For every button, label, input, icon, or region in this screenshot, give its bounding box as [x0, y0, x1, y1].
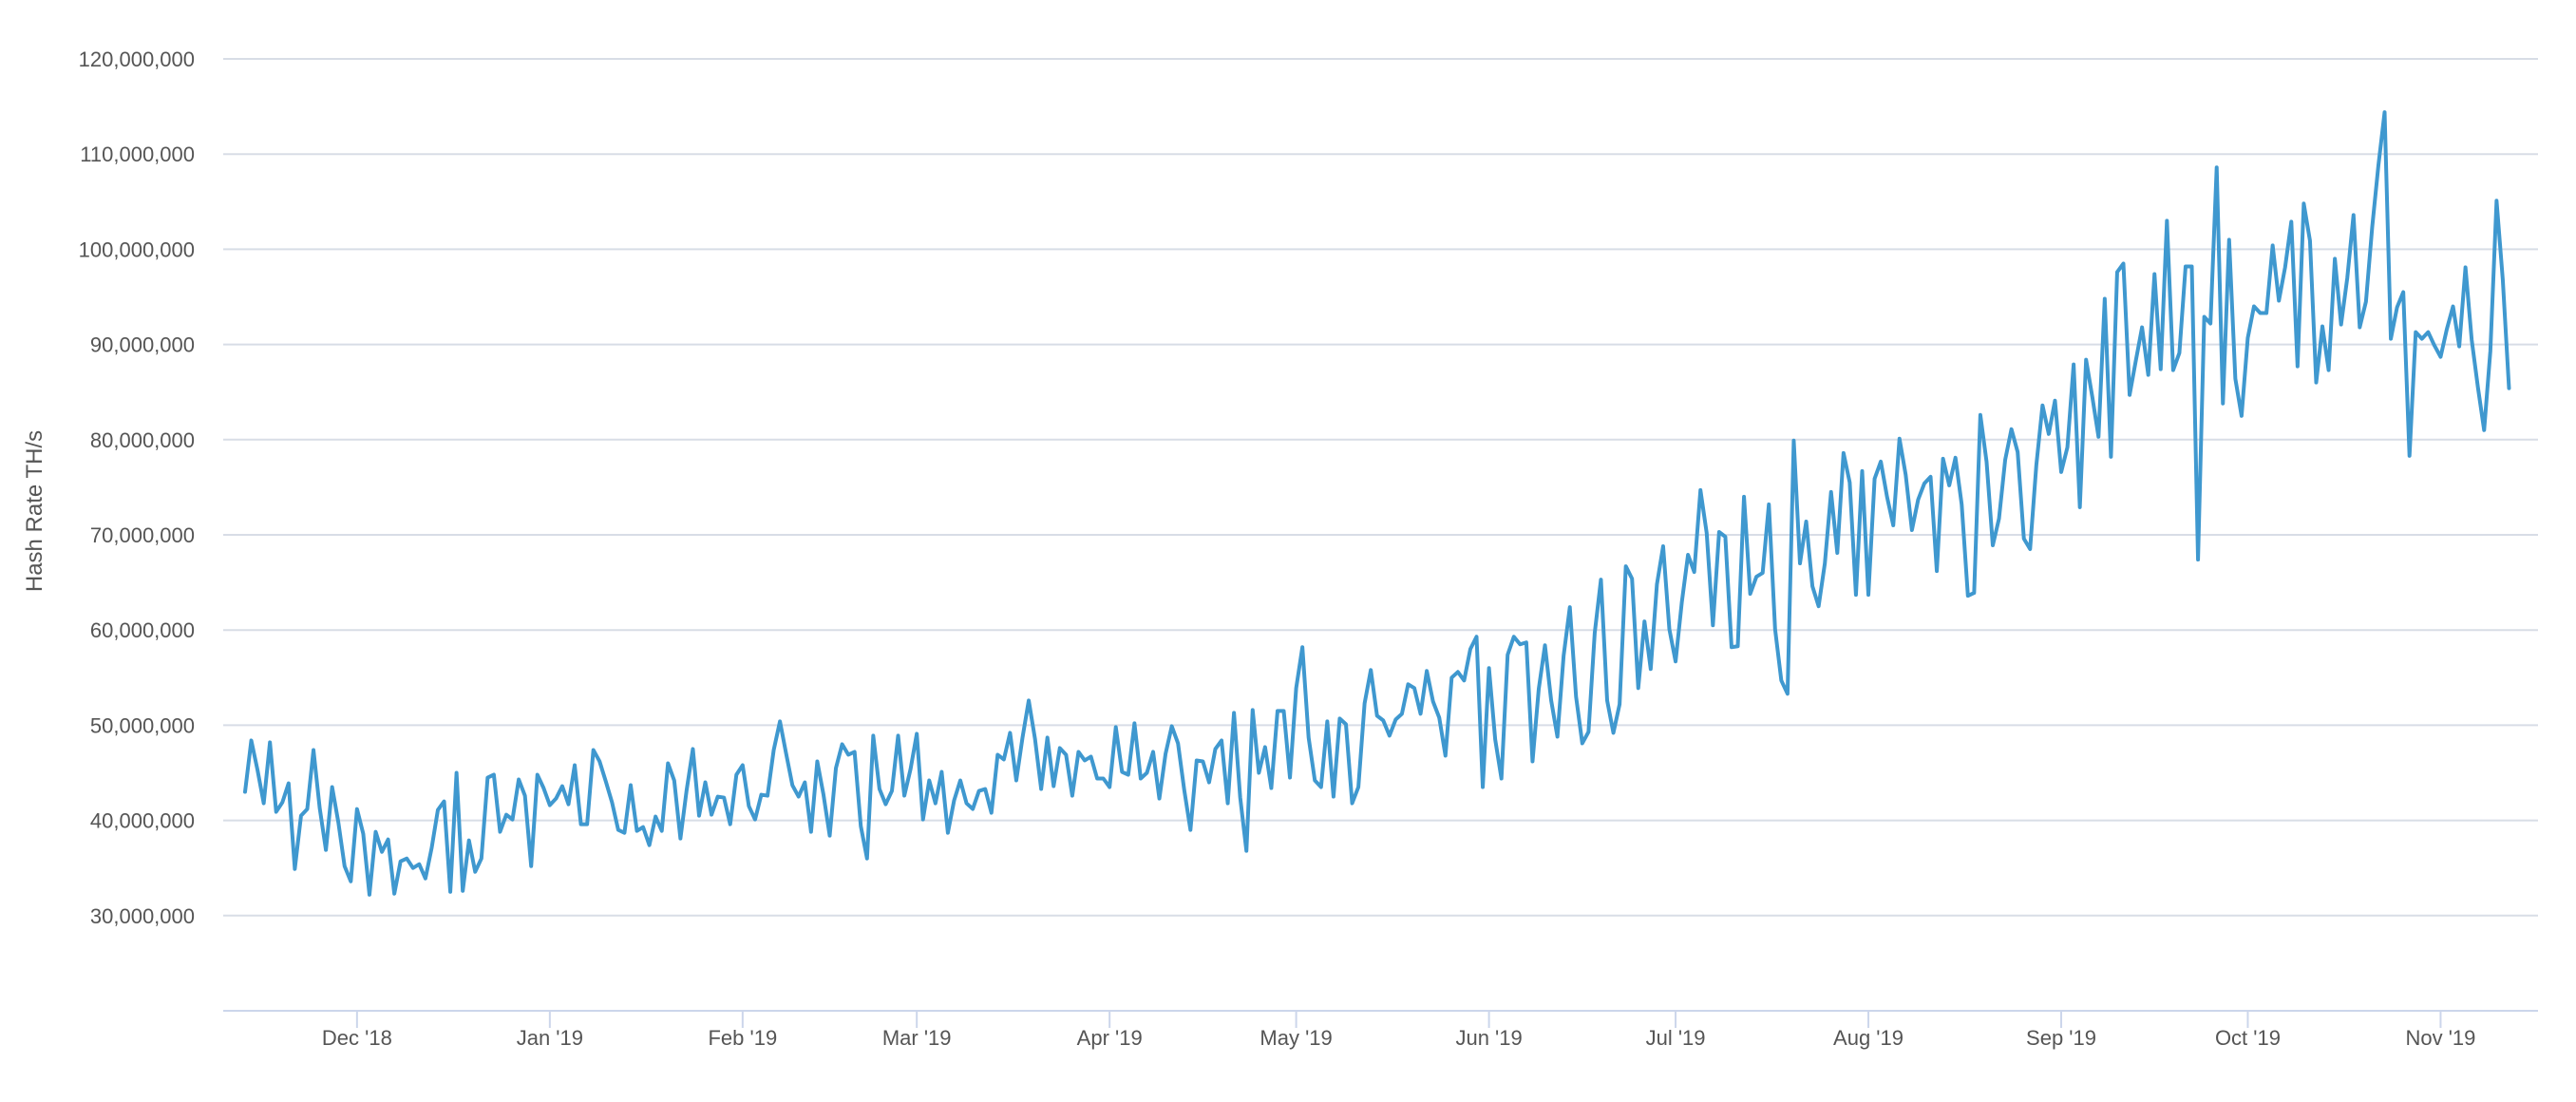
- x-tick-label: Apr '19: [1077, 1026, 1143, 1050]
- x-tick-label: Nov '19: [2405, 1026, 2475, 1050]
- x-tick-label: Jun '19: [1455, 1026, 1522, 1050]
- grid: [223, 58, 2538, 917]
- x-tick-label: Sep '19: [2026, 1026, 2096, 1050]
- y-tick-label: 110,000,000: [80, 142, 195, 166]
- y-axis-title: Hash Rate TH/s: [22, 430, 47, 592]
- x-tick-label: May '19: [1260, 1026, 1332, 1050]
- y-tick-label: 60,000,000: [90, 618, 195, 642]
- x-axis: Dec '18 Jan '19 Feb '19 Mar '19 Apr '19 May '…: [223, 1010, 2538, 1050]
- y-tick-label: 120,000,000: [79, 48, 195, 71]
- x-tick-label: Feb '19: [708, 1026, 777, 1050]
- y-tick-label: 30,000,000: [90, 904, 195, 928]
- x-tick-label: Oct '19: [2215, 1026, 2281, 1050]
- x-tick-label: Dec '18: [322, 1026, 392, 1050]
- x-tick-label: Jan '19: [517, 1026, 583, 1050]
- x-tick-label: Jul '19: [1646, 1026, 1706, 1050]
- y-tick-label: 100,000,000: [79, 238, 195, 261]
- y-tick-label: 50,000,000: [90, 713, 195, 737]
- series-layer: [243, 110, 2511, 897]
- hash-rate-series-line: [243, 110, 2511, 897]
- x-tick-label: Mar '19: [882, 1026, 952, 1050]
- y-tick-label: 40,000,000: [90, 809, 195, 833]
- y-axis-labels: 30,000,000 40,000,000 50,000,000 60,000,000…: [79, 48, 195, 928]
- y-tick-label: 90,000,000: [90, 333, 195, 357]
- x-tick-label: Aug '19: [1833, 1026, 1904, 1050]
- y-tick-label: 80,000,000: [90, 428, 195, 452]
- y-tick-label: 70,000,000: [90, 523, 195, 547]
